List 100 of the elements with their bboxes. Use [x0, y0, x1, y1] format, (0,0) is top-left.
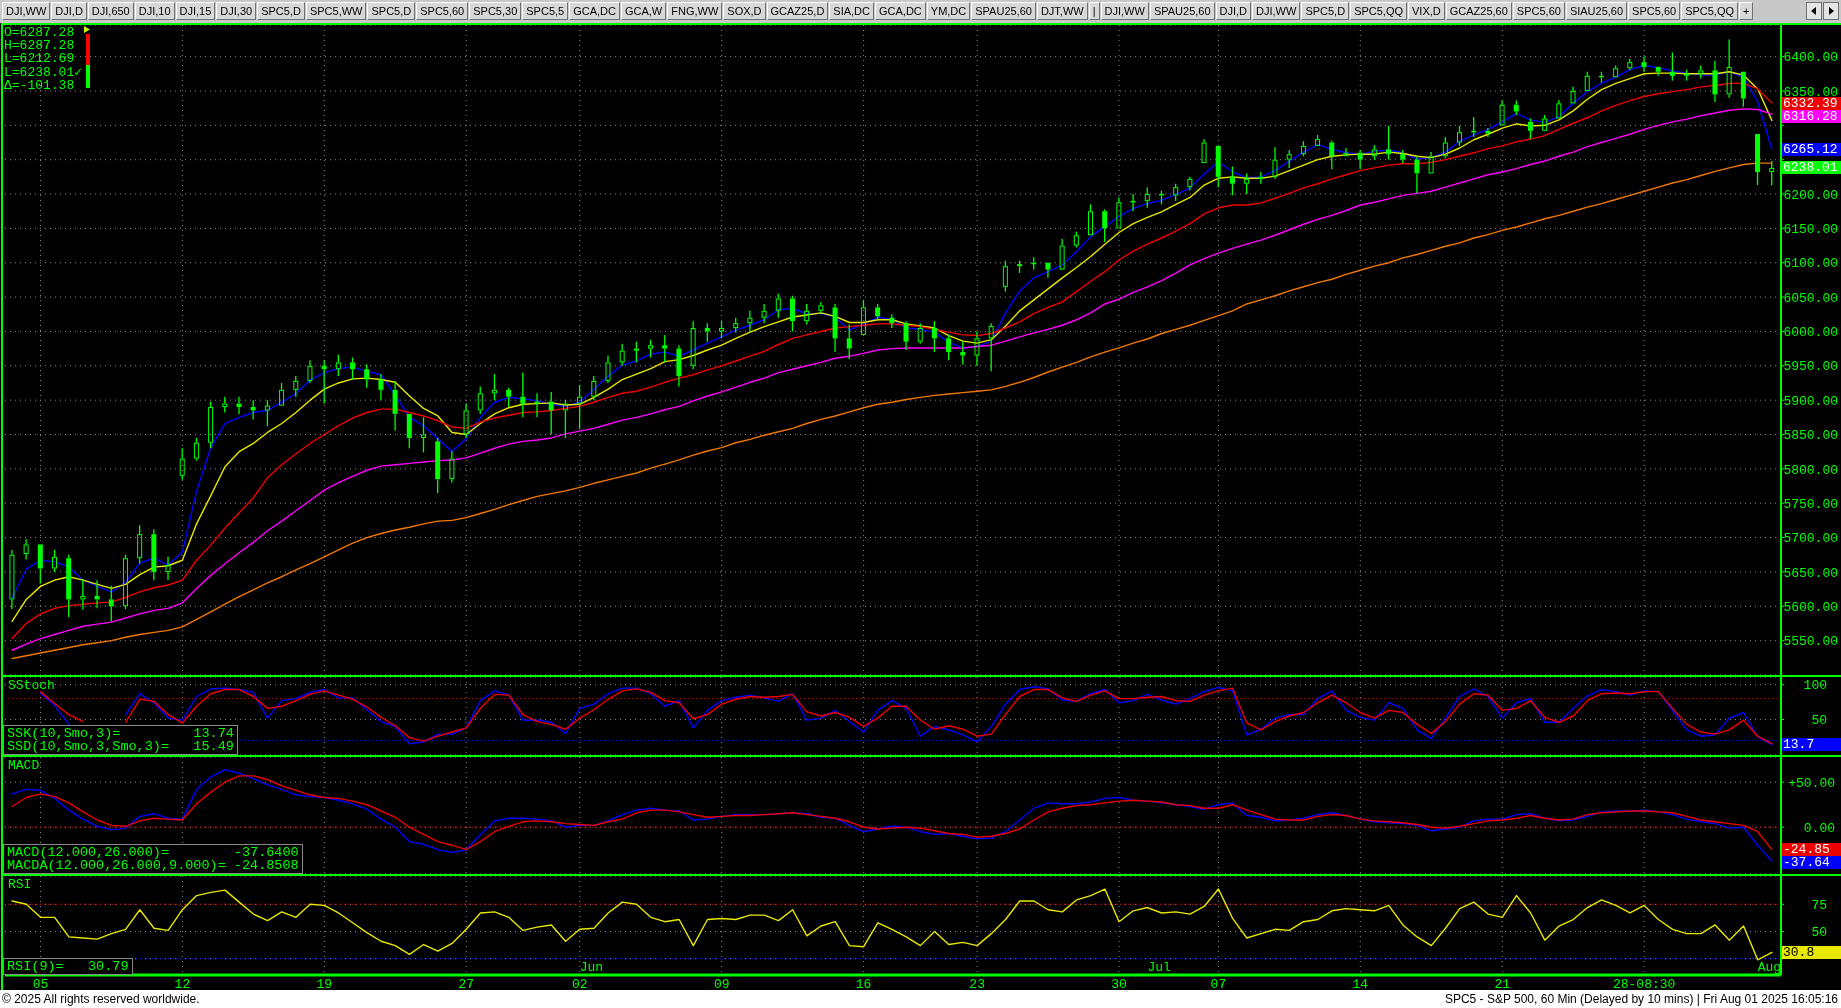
y-tick-label: 5950.00	[1783, 359, 1838, 375]
y-tick-label: 100	[1803, 678, 1827, 694]
annotation: H=6287.28	[4, 38, 75, 54]
candlestick	[1343, 147, 1349, 157]
text: DJI,10	[134, 2, 175, 20]
annotation: MACDA(12.000,26.000,9.000)= -24.8508	[7, 858, 299, 873]
chart-title: SStoch	[8, 678, 55, 693]
x-tick-label: 28-08:30	[1612, 976, 1676, 992]
text: SIAU25,60	[1565, 2, 1628, 20]
x-tick-label: 14	[1352, 976, 1369, 992]
data-label: -24.85	[1782, 842, 1841, 858]
candlestick	[1641, 55, 1647, 73]
candlestick	[747, 310, 753, 333]
text: SPC5,QQ	[1350, 2, 1408, 20]
annotation: SSK(10,Smo,3)= 13.74	[7, 726, 234, 741]
text: SPC5,WW	[305, 2, 367, 20]
text: GCA,DC	[569, 2, 620, 20]
text: SPAU25,60	[1149, 2, 1215, 20]
text: SPC5,D	[367, 2, 416, 20]
text: SIA,DC	[829, 2, 875, 20]
text: SPC5,60	[1512, 2, 1565, 20]
data-label: 30.8	[1782, 944, 1841, 960]
text: SPC5,D	[257, 2, 305, 20]
data-label: 6316.28	[1782, 108, 1841, 124]
y-tick-label: 5550.00	[1783, 634, 1838, 650]
y-tick-label: 6050.00	[1783, 290, 1838, 306]
text: DJI,WW	[1252, 2, 1301, 20]
candlestick	[690, 320, 696, 370]
candlestick	[761, 303, 767, 324]
x-tick-label: 05	[32, 976, 49, 992]
candlestick	[605, 354, 611, 384]
y-tick-label: 6100.00	[1783, 256, 1838, 272]
candlestick	[1428, 151, 1434, 174]
text: GCA,W	[620, 2, 667, 20]
data-label: -37.64	[1782, 855, 1841, 871]
text: SPC5,30	[469, 2, 522, 20]
text: DJI,D	[51, 2, 87, 20]
text: SPC5,QQ	[1681, 2, 1739, 20]
annotation: SSD(10,Smo,3,Smo,3)= 15.49	[7, 739, 234, 754]
candlestick	[1414, 155, 1420, 194]
text: DJI,WW	[1100, 2, 1149, 20]
annotation: L=6212.69	[4, 51, 75, 67]
text: DJI,D	[1215, 2, 1252, 20]
text: SPAU25,60	[971, 2, 1036, 20]
x-tick-label: 19	[316, 976, 333, 992]
y-tick-label: 50	[1811, 925, 1827, 941]
data-label: 6265.12	[1782, 141, 1841, 157]
chart-title: RSI	[8, 877, 32, 892]
candlestick	[1272, 146, 1278, 180]
text: 6238.01	[1782, 160, 1841, 176]
candlestick	[23, 538, 29, 561]
candlestick	[1201, 138, 1207, 164]
annotation: Aug	[1757, 960, 1782, 975]
text: © 2025 All rights reserved worldwide.	[2, 991, 200, 1007]
annotation: RSI(9)= 30.79	[7, 959, 129, 974]
annotation: Jul	[1147, 960, 1171, 975]
y-tick-label: 5750.00	[1783, 496, 1838, 512]
candlestick	[1045, 262, 1051, 279]
candlestick	[832, 303, 838, 353]
text: FNG,WW	[667, 2, 723, 20]
text: |	[1088, 2, 1100, 20]
y-tick-label: 6150.00	[1783, 222, 1838, 238]
chart-title: MACD	[8, 758, 40, 773]
y-tick-label: 75	[1811, 897, 1827, 913]
data-label: 6332.39	[1782, 95, 1841, 111]
text: GCAZ25,D	[766, 2, 829, 20]
text: SOX,D	[723, 2, 766, 20]
text: SPC5,D	[1301, 2, 1350, 20]
text: DJI,650	[87, 2, 134, 20]
x-tick-label: 09	[713, 976, 730, 992]
candlestick	[676, 344, 682, 388]
candlestick	[818, 301, 824, 314]
y-tick-label: 5800.00	[1783, 462, 1838, 478]
candlestick	[1187, 176, 1193, 192]
text: DJI,WW	[2, 2, 51, 20]
text: YM,DC	[926, 2, 971, 20]
x-tick-label: 21	[1494, 976, 1511, 992]
text: SPC5 - S&P 500, 60 Min (Delayed by 10 mins) | Fri Aug 01 2025 16:05:16	[1444, 991, 1838, 1007]
text: SPC5,60	[416, 2, 469, 20]
annotation: Δ=-101.38	[4, 77, 75, 93]
text: SPC5,5	[522, 2, 569, 20]
y-tick-label: 6200.00	[1783, 187, 1838, 203]
candlestick	[1116, 196, 1122, 229]
x-tick-label: 12	[174, 976, 191, 992]
candlestick	[378, 373, 384, 401]
y-tick-label: 50	[1811, 713, 1827, 729]
line-series	[11, 888, 1773, 961]
x-tick-label: 30	[1111, 976, 1127, 992]
candlestick	[903, 320, 909, 351]
text: DJI,30	[216, 2, 257, 20]
text: DJT,WW	[1036, 2, 1088, 20]
candlestick	[1570, 86, 1576, 104]
x-tick-label: 27	[458, 976, 475, 992]
text: DJI,15	[175, 2, 216, 20]
text: GCA,DC	[875, 2, 926, 20]
y-tick-label: 5700.00	[1783, 531, 1838, 547]
candlestick	[449, 450, 455, 484]
y-tick-label: 5650.00	[1783, 565, 1838, 581]
text: +	[1739, 2, 1754, 20]
y-tick-label: +50.00	[1788, 775, 1835, 791]
